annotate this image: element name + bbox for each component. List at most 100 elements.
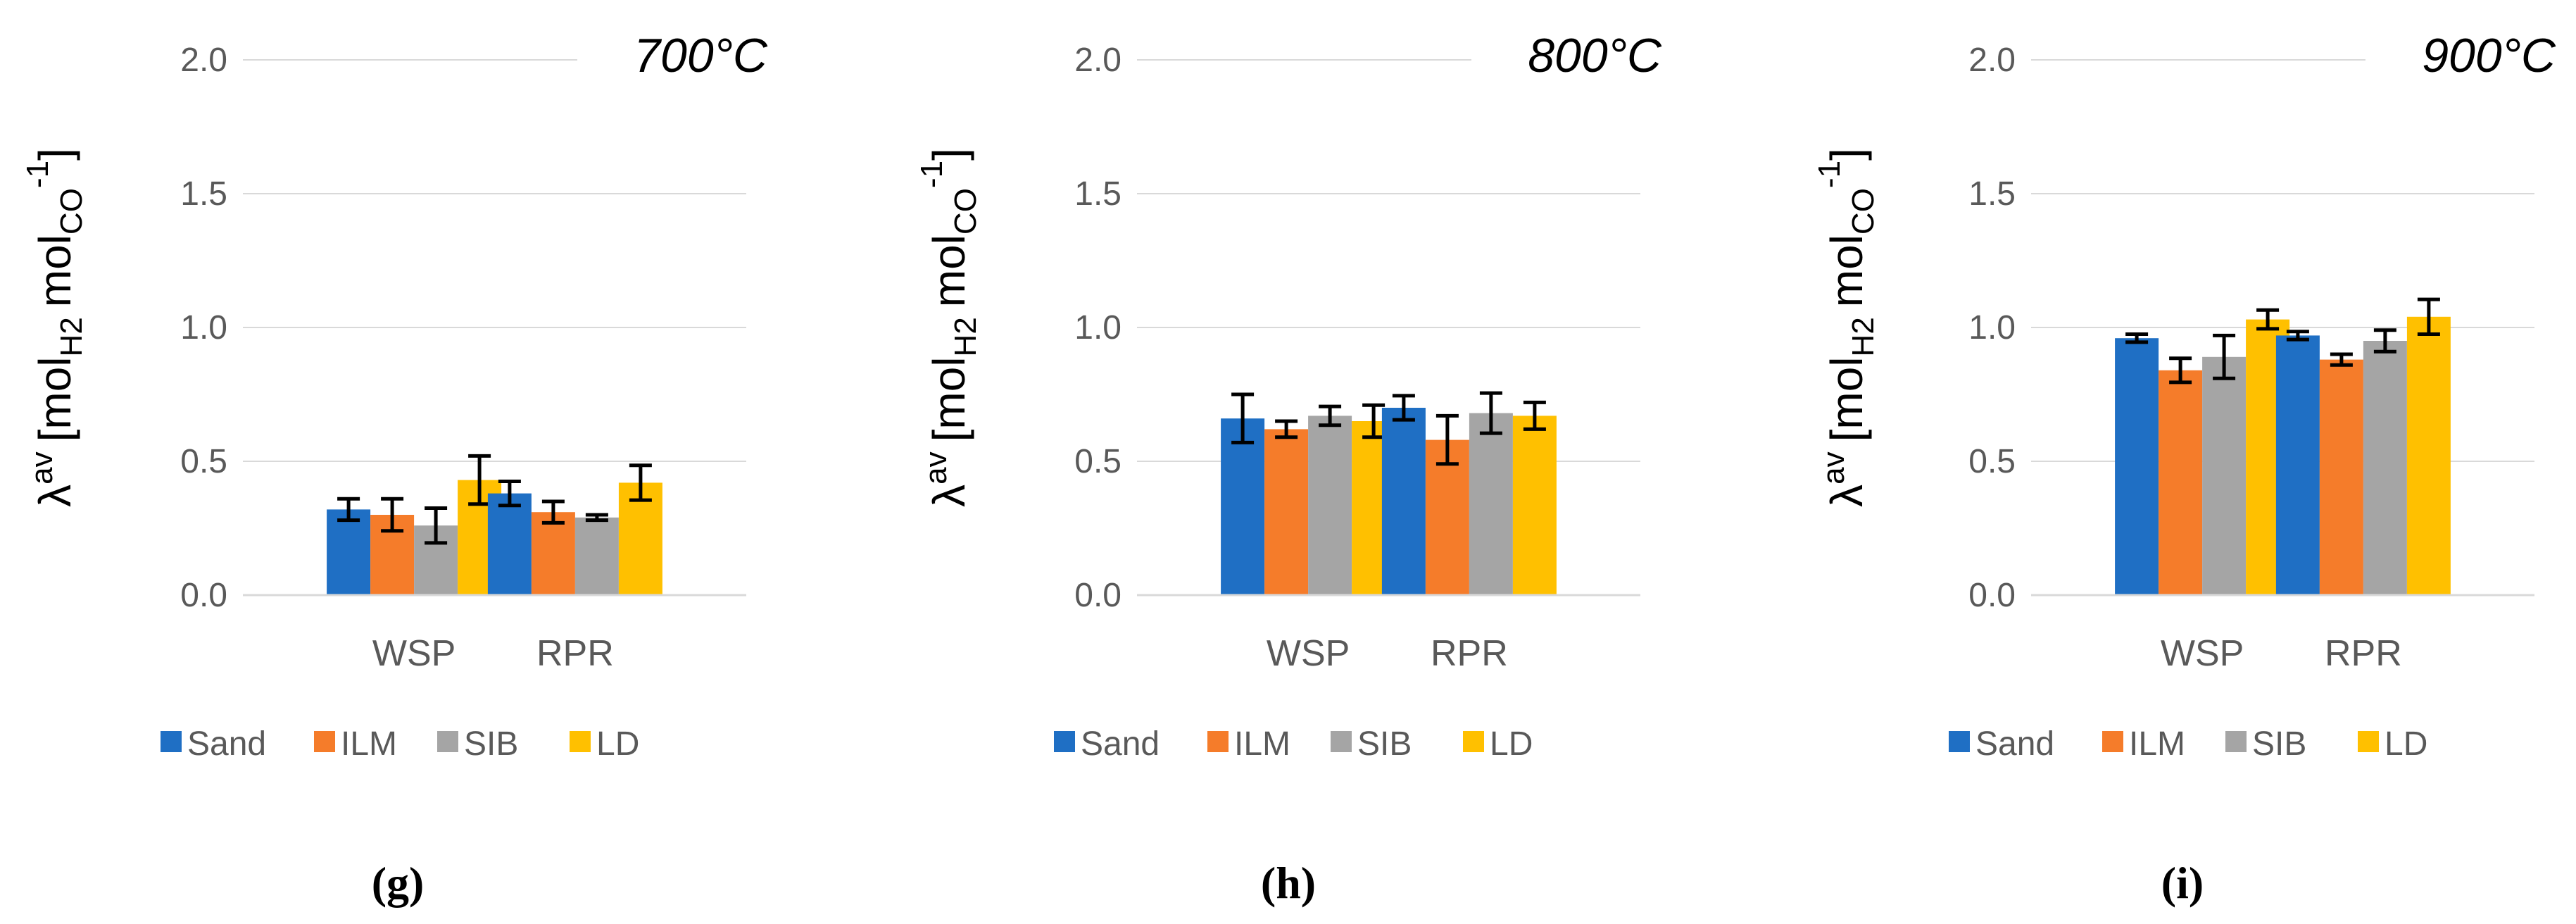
y-axis-label-part: av [1816,451,1851,484]
legend-swatch-ilm [314,731,335,752]
y-axis-label-part: mol [30,356,80,429]
legend-swatch-sib [437,731,458,752]
bar-ld [2406,316,2451,595]
y-tick-label: 2.0 [180,42,227,79]
legend-label-sib: SIB [464,725,518,763]
bar-sand [1221,418,1265,595]
bar-sand [2115,338,2159,595]
y-axis-label: λav[molH2molCO-1] [1812,148,1880,507]
y-axis-label-part: H2 [1846,317,1880,356]
x-category-label: RPR [2325,633,2402,674]
y-axis-label-part: mol [924,235,974,307]
legend-label-ilm: ILM [1234,725,1290,763]
y-tick-label: 0.0 [180,577,227,614]
bar-sand [487,493,532,595]
legend-swatch-ilm [1207,731,1229,752]
legend-label-sib: SIB [2252,725,2306,763]
chart-title: 700°C [634,29,768,82]
legend-label-ilm: ILM [2129,725,2185,763]
legend-swatch-sand [1949,731,1970,752]
y-axis-label-part: mol [1821,235,1872,307]
y-axis-label-part: -1 [915,161,949,188]
chart-panel-1: 0.0 0.5 1.0 1.5 2.0 WSP RPR 800°C Sand ILM SIB LD (h… [1054,21,1665,908]
bar-sib [1469,413,1513,595]
y-tick-label: 2.0 [1074,42,1121,79]
y-axis-label-part: [ [30,429,80,442]
y-tick-label: 0.5 [1968,443,2016,480]
y-tick-label: 1.5 [1968,175,2016,213]
legend-swatch-sand [161,731,182,752]
y-axis-label-part: λ [1821,485,1872,507]
y-tick-label: 0.0 [1074,577,1121,614]
bar-sand [1381,408,1426,595]
legend-label-ld: LD [1490,725,1533,763]
y-axis-label-part: av [919,451,953,484]
title-backing [577,21,771,85]
y-axis-label: λav[molH2molCO-1] [915,148,983,507]
y-axis-label-part: CO [54,188,89,235]
bar-ilm [2159,370,2203,595]
x-category-label: WSP [1267,633,1350,674]
y-tick-label: 2.0 [1968,42,2016,79]
legend-label-sand: Sand [1081,725,1160,763]
panel-label: (g) [372,858,425,908]
legend-label-ilm: ILM [341,725,397,763]
bar-ilm [2319,359,2363,595]
bar-sand [2275,335,2320,595]
y-tick-label: 1.0 [1074,309,1121,346]
bar-sand [327,509,371,595]
y-axis-label-part: CO [1846,188,1880,235]
legend-swatch-ld [1463,731,1484,752]
y-axis-label-part: H2 [54,317,89,356]
y-axis-label-text: λav[molH2molCO-1] [20,148,89,507]
y-tick-label: 1.0 [180,309,227,346]
chart-title: 900°C [2422,29,2556,82]
chart-title: 800°C [1528,29,1662,82]
legend-swatch-sand [1054,731,1075,752]
y-tick-label: 0.0 [1968,577,2016,614]
y-axis-label-part: λ [30,485,80,507]
bar-sib [574,517,619,595]
panel-label: (h) [1261,858,1316,908]
legend-swatch-ld [2358,731,2379,752]
bar-ld [1512,416,1557,595]
legend-swatch-sib [2225,731,2247,752]
x-category-label: RPR [536,633,614,674]
x-category-label: WSP [372,633,455,674]
bar-ilm [1264,429,1309,595]
y-axis-label-part: [ [1821,429,1872,442]
bar-sib [1308,416,1352,595]
x-category-label: WSP [2161,633,2244,674]
bar-ilm [531,512,575,595]
y-tick-label: 1.5 [180,175,227,213]
y-axis-label-text: λav[molH2molCO-1] [1812,148,1880,507]
legend-label-sib: SIB [1357,725,1412,763]
legend-swatch-ld [570,731,591,752]
y-axis-label-part: mol [924,356,974,429]
title-backing [2365,21,2559,85]
title-backing [1471,21,1665,85]
legend-label-sand: Sand [187,725,266,763]
y-axis-label-part: -1 [1812,161,1847,188]
chart-panel-0: 0.0 0.5 1.0 1.5 2.0 WSP RPR 700°C Sand ILM SIB LD (g… [161,21,771,908]
legend-swatch-sib [1331,731,1352,752]
y-axis-label-part: ] [1821,148,1872,161]
y-tick-label: 0.5 [180,443,227,480]
y-axis-label-part: ] [30,148,80,161]
y-axis-label-part: ] [924,148,974,161]
y-axis-label-text: λav[molH2molCO-1] [915,148,983,507]
legend-swatch-ilm [2102,731,2123,752]
y-axis-label-part: CO [948,188,983,235]
y-axis-label-part: H2 [948,317,983,356]
y-axis-label-part: mol [30,235,80,307]
bar-ilm [1425,439,1469,595]
bar-sib [2202,356,2247,595]
legend-label-sand: Sand [1975,725,2054,763]
y-tick-label: 1.0 [1968,309,2016,346]
y-tick-label: 1.5 [1074,175,1121,213]
y-axis-label-part: λ [924,485,974,507]
bar-sib [2363,341,2407,595]
legend-label-ld: LD [596,725,639,763]
